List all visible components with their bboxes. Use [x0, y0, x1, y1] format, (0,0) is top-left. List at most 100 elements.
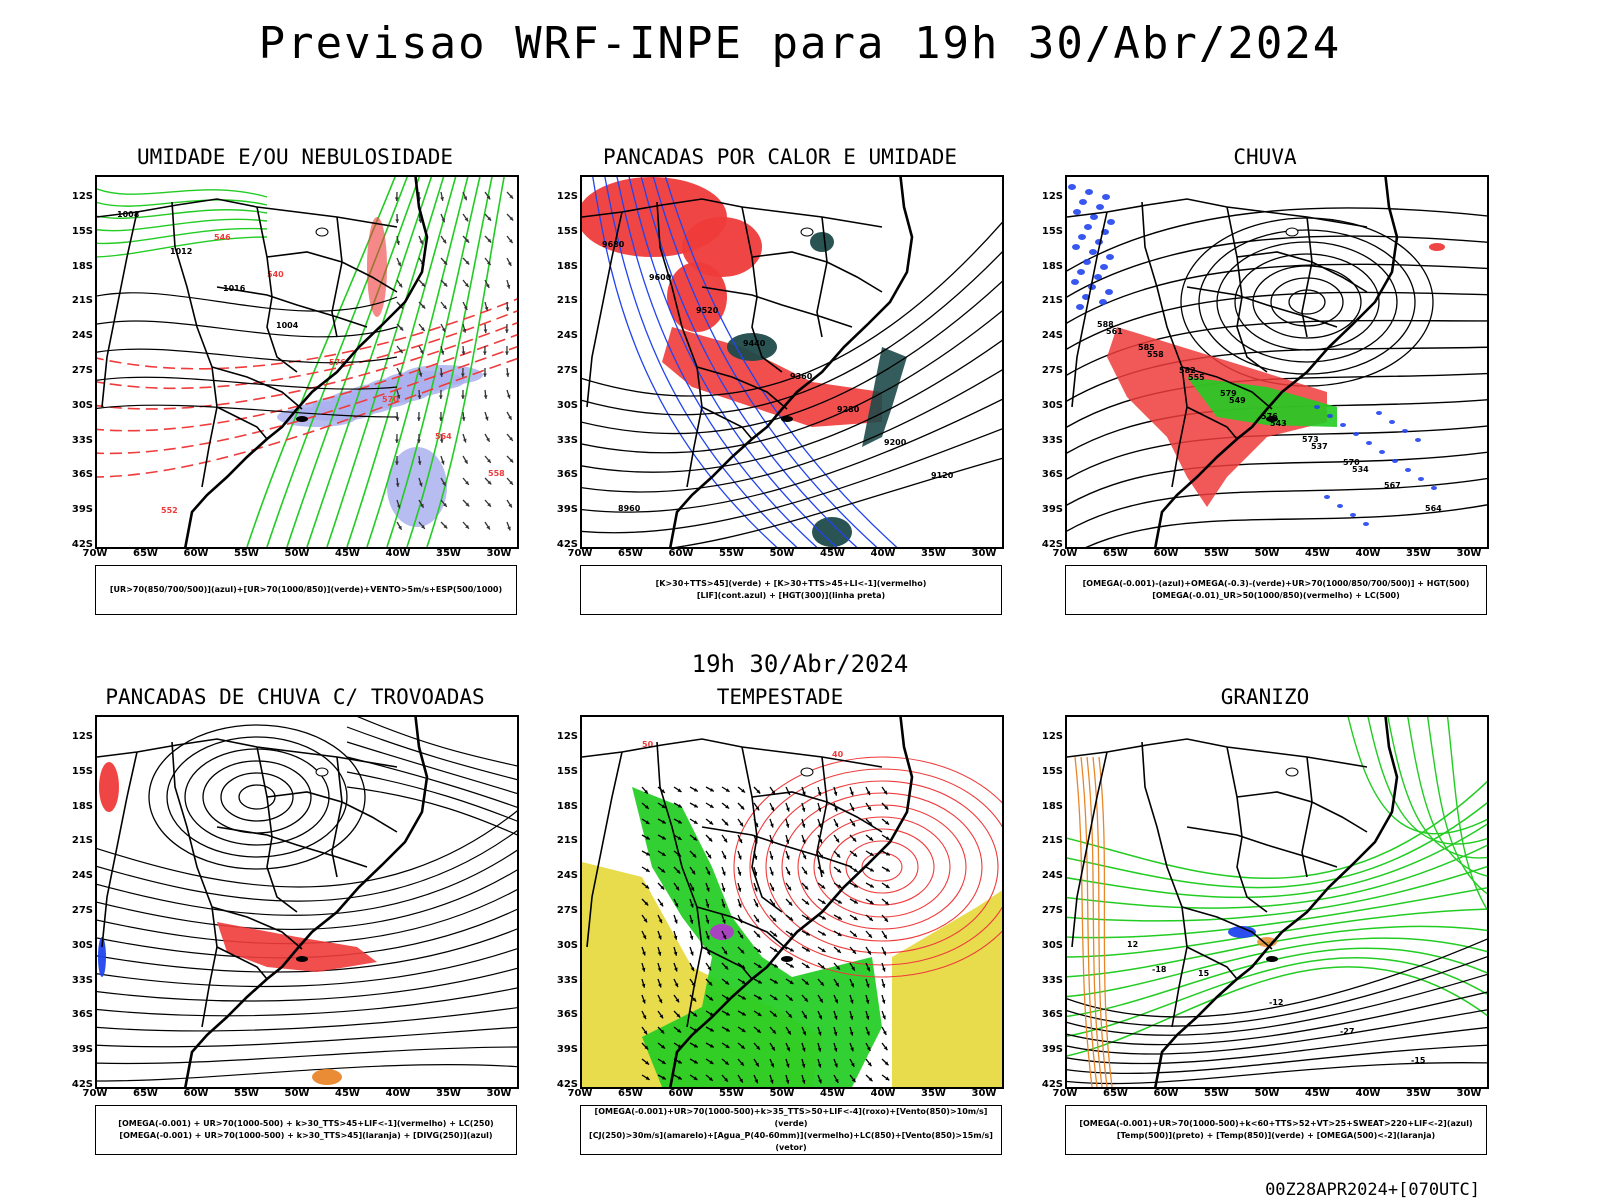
streamline [97, 869, 517, 930]
border-line [701, 406, 753, 440]
lat-tick-label: 36S [556, 1009, 578, 1021]
wind-vector [709, 787, 714, 792]
lat-tick-label: 30S [556, 939, 578, 951]
wind-vector [741, 1028, 746, 1032]
lon-tick-label: 60W [668, 1088, 694, 1099]
border-line [816, 756, 828, 878]
wind-vector [883, 1046, 888, 1051]
height-500-ring [1270, 277, 1344, 327]
wind-vector [506, 394, 511, 399]
streamline [346, 786, 517, 836]
wind-vector [834, 823, 839, 828]
wind-vector [851, 966, 855, 971]
wind-vector [866, 1046, 871, 1051]
height-500-contour [1067, 477, 1487, 532]
lon-tick-label: 55W [234, 548, 259, 559]
wind-vector [645, 1060, 650, 1065]
wind-vector [853, 868, 858, 872]
wind-vector [740, 805, 745, 810]
wind-vector [836, 853, 841, 858]
omega-blue-area [1102, 194, 1110, 200]
lon-tick-label: 55W [1204, 1088, 1229, 1099]
lon-tick-label: 50W [1254, 1088, 1280, 1099]
wind-vector [818, 823, 822, 828]
contour-label: 576 [329, 358, 346, 367]
humidity-1000-contour [97, 218, 268, 232]
contour-label: -18 [1152, 965, 1167, 974]
wind-vector [673, 951, 678, 956]
wind-vector [724, 1077, 728, 1082]
wind-vector [721, 887, 726, 892]
temp-500-contour [1067, 1044, 1487, 1075]
temp-500-contour [1067, 1009, 1487, 1055]
wind-vector [645, 1076, 650, 1080]
thunderstorm-area [217, 922, 377, 972]
contour-label: 579 [1220, 389, 1237, 398]
instability-area [682, 217, 762, 277]
wind-vector [769, 855, 774, 860]
streamline [97, 967, 517, 1002]
lon-tick-label: 35W [436, 1088, 461, 1099]
wind-vector [739, 822, 744, 827]
wind-vector [693, 836, 698, 841]
footer-timestamp: 00Z28APR2024+[070UTC] [1265, 1180, 1480, 1200]
wind-vector [462, 438, 467, 443]
wind-vector [441, 327, 446, 332]
wind-vector [738, 903, 742, 908]
omega-blue-area [1340, 423, 1346, 427]
lifted-index-contour [616, 177, 818, 547]
lon-tick-label: 40W [1355, 548, 1381, 559]
wind-vector [395, 483, 400, 487]
lon-tick-label: 45W [820, 1088, 845, 1099]
height-500-contour [1067, 346, 1487, 402]
wind-vector [788, 901, 793, 906]
streamline [346, 726, 517, 781]
humidity-1000-contour [97, 227, 268, 245]
omega-blue-area [1106, 254, 1114, 260]
contour-label: 9120 [931, 471, 954, 480]
wind-vector [722, 871, 726, 876]
wind-vector [755, 918, 760, 923]
instability-area [667, 262, 727, 332]
omega-500-contour [1086, 756, 1103, 1087]
wind-vector [789, 916, 794, 921]
wind-vector [772, 1029, 776, 1034]
map-svg: 1008 1012 1016 1004 576 570 564 558 552 546 540 [97, 177, 517, 547]
wind-vector [740, 1045, 745, 1049]
lon-tick-label: 40W [870, 548, 896, 559]
wind-vector [677, 819, 682, 824]
lat-tick-label: 27S [71, 365, 93, 376]
lat-tick-label: 15S [556, 225, 578, 237]
lat-tick-label: 15S [71, 765, 93, 777]
wind-vector [645, 884, 650, 889]
wind-vector [464, 459, 468, 464]
wind-vector [836, 949, 841, 953]
wind-vector [741, 788, 746, 793]
lake-mark [1266, 956, 1278, 962]
wind-vector [419, 240, 423, 245]
wind-vector [817, 1031, 822, 1036]
wind-vector [725, 980, 730, 985]
wind-vector [757, 996, 762, 1000]
wind-vector [707, 854, 712, 859]
wind-vector [464, 217, 469, 222]
wind-vector [440, 460, 445, 465]
lat-tick-label: 36S [1041, 469, 1063, 481]
wind-vector [738, 855, 742, 860]
wind-vector [723, 838, 728, 843]
wind-vector [881, 999, 886, 1004]
wind-vector [658, 999, 663, 1004]
wind-vector [487, 480, 492, 485]
lat-tick-label: 39S [1041, 1044, 1063, 1056]
lat-tick-label: 39S [556, 504, 578, 516]
lat-tick-label: 24S [71, 330, 93, 342]
wind-vector [439, 373, 444, 377]
border-line [1186, 946, 1238, 980]
lat-tick-label: 30S [71, 939, 93, 951]
wind-vector [850, 791, 854, 796]
wind-vector [884, 917, 888, 922]
border-line [741, 746, 783, 913]
height-500-ring [1216, 241, 1398, 363]
omega-blue-area [1418, 477, 1424, 481]
temp-850-contour [1387, 717, 1487, 859]
